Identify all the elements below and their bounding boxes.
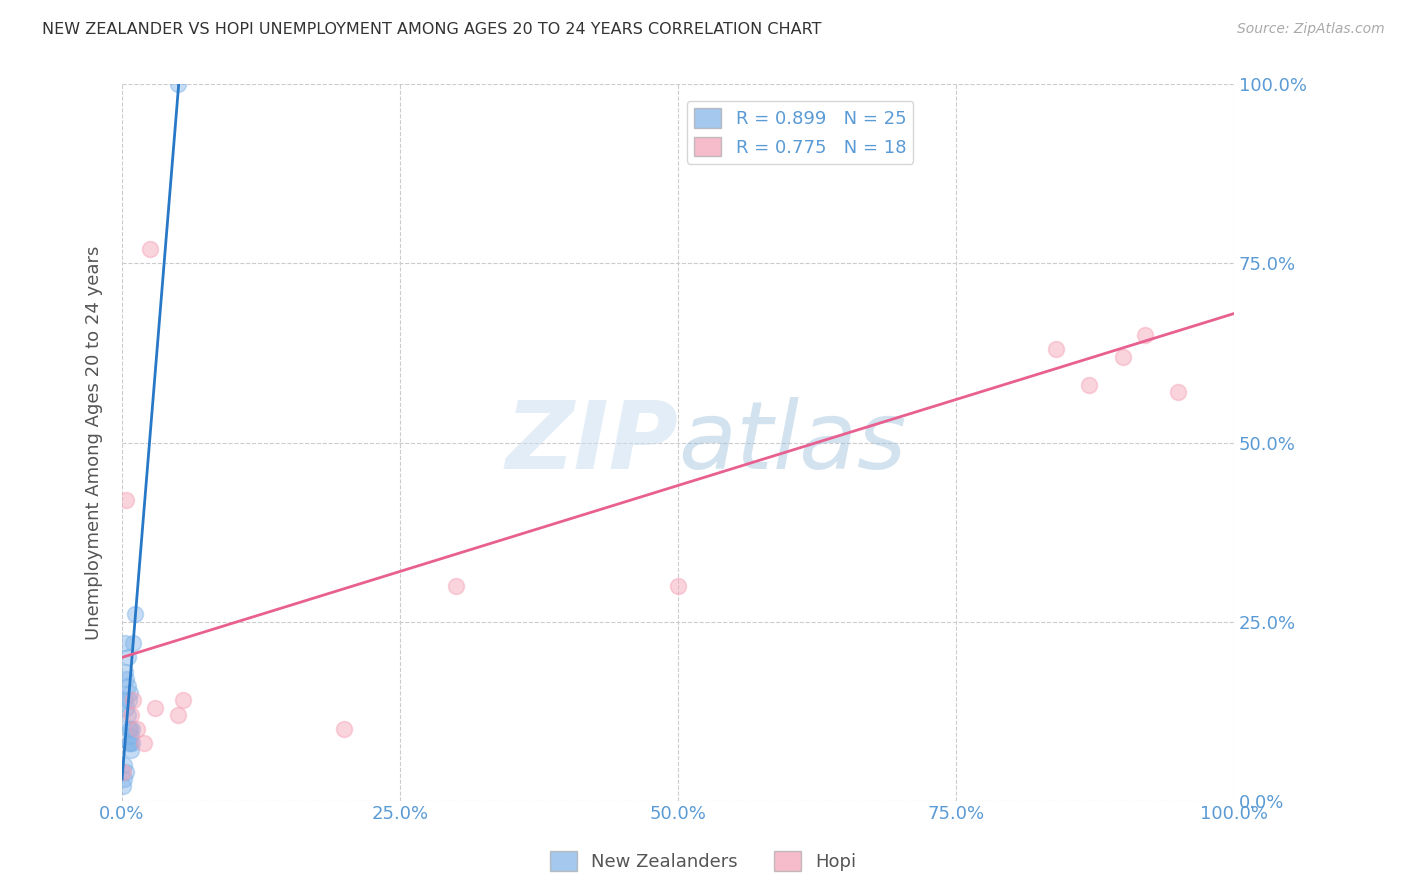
Point: [145, 700, 167, 714]
Point: [118, 722, 141, 736]
Point: [118, 736, 141, 750]
Text: atlas: atlas: [678, 397, 905, 488]
Point: [134, 736, 156, 750]
Point: [118, 693, 141, 707]
Point: [1045, 343, 1067, 357]
Point: [1167, 385, 1189, 400]
Point: [124, 607, 146, 622]
Point: [1078, 378, 1101, 392]
Point: [112, 779, 135, 793]
Point: [114, 665, 136, 679]
Point: [120, 729, 142, 743]
Point: [118, 722, 141, 736]
Point: [121, 722, 143, 736]
Point: [114, 636, 136, 650]
Point: [120, 743, 142, 757]
Point: [115, 700, 138, 714]
Point: [112, 764, 135, 779]
Point: [125, 722, 148, 736]
Point: [166, 707, 188, 722]
Point: [115, 672, 138, 686]
Point: [122, 693, 145, 707]
Text: ZIP: ZIP: [505, 397, 678, 489]
Point: [333, 722, 356, 736]
Point: [117, 650, 139, 665]
Point: [1111, 350, 1133, 364]
Point: [115, 764, 138, 779]
Point: [444, 579, 467, 593]
Point: [666, 579, 689, 593]
Point: [118, 736, 141, 750]
Point: [121, 736, 143, 750]
Point: [122, 636, 145, 650]
Point: [118, 686, 141, 700]
Y-axis label: Unemployment Among Ages 20 to 24 years: Unemployment Among Ages 20 to 24 years: [86, 245, 103, 640]
Point: [114, 693, 136, 707]
Text: NEW ZEALANDER VS HOPI UNEMPLOYMENT AMONG AGES 20 TO 24 YEARS CORRELATION CHART: NEW ZEALANDER VS HOPI UNEMPLOYMENT AMONG…: [42, 22, 821, 37]
Point: [117, 679, 139, 693]
Point: [112, 772, 135, 786]
Point: [115, 492, 138, 507]
Point: [120, 707, 142, 722]
Point: [1133, 328, 1156, 343]
Point: [166, 78, 188, 92]
Text: Source: ZipAtlas.com: Source: ZipAtlas.com: [1237, 22, 1385, 37]
Legend: R = 0.899   N = 25, R = 0.775   N = 18: R = 0.899 N = 25, R = 0.775 N = 18: [688, 101, 914, 164]
Point: [139, 242, 162, 256]
Legend: New Zealanders, Hopi: New Zealanders, Hopi: [543, 844, 863, 879]
Point: [117, 707, 139, 722]
Point: [172, 693, 194, 707]
Point: [112, 757, 135, 772]
